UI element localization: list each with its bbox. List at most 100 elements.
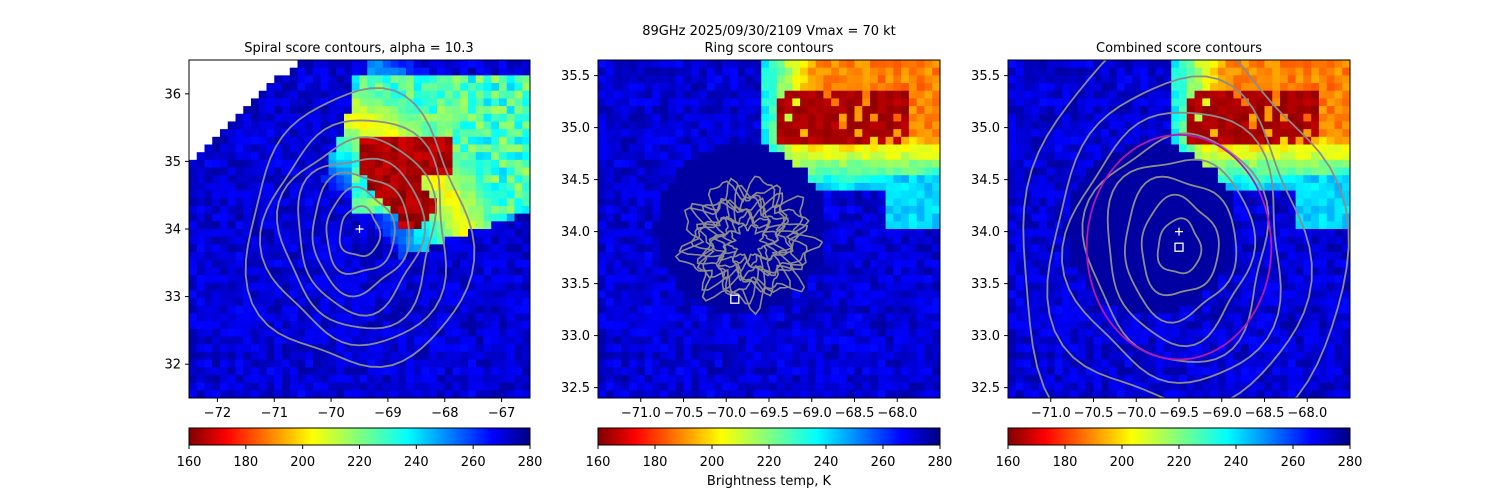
heatmap-cell	[1124, 152, 1133, 161]
heatmap-cell	[452, 167, 461, 176]
heatmap-cell	[652, 390, 661, 398]
heatmap-cell	[932, 106, 940, 115]
heatmap-cell	[522, 290, 530, 299]
heatmap-cell	[220, 259, 229, 269]
heatmap-cell	[289, 90, 299, 100]
heatmap-cell	[753, 90, 762, 100]
heatmap-cell	[846, 144, 856, 153]
heatmap-cell	[266, 275, 275, 284]
heatmap-cell	[460, 144, 469, 153]
heatmap-cell	[807, 121, 817, 130]
heatmap-cell	[605, 98, 615, 107]
heatmap-cell	[235, 259, 244, 269]
heatmap-cell	[189, 259, 198, 269]
heatmap-cell	[831, 167, 840, 176]
heatmap-cell	[924, 290, 933, 299]
heatmap-cell	[506, 129, 516, 138]
heatmap-cell	[227, 136, 237, 146]
heatmap-cell	[1054, 229, 1064, 238]
heatmap-cell	[390, 182, 399, 192]
heatmap-cell	[691, 259, 700, 269]
heatmap-cell	[862, 121, 871, 130]
heatmap-cell	[212, 205, 221, 215]
heatmap-cell	[1039, 236, 1048, 245]
heatmap-cell	[792, 205, 801, 215]
heatmap-cell	[831, 367, 840, 376]
heatmap-cell	[475, 244, 485, 253]
heatmap-cell	[598, 351, 607, 361]
heatmap-cell	[429, 229, 438, 238]
heatmap-cell	[328, 275, 337, 284]
heatmap-cell	[652, 282, 661, 292]
heatmap-cell	[699, 90, 708, 100]
heatmap-cell	[359, 98, 368, 107]
heatmap-cell	[745, 382, 755, 391]
heatmap-cell	[675, 374, 685, 384]
heatmap-cell	[491, 83, 500, 92]
heatmap-cell	[235, 344, 244, 353]
heatmap-cell	[613, 382, 622, 391]
heatmap-cell	[1210, 205, 1219, 215]
heatmap-cell	[854, 136, 863, 146]
heatmap-cell	[776, 328, 786, 338]
heatmap-cell	[776, 129, 786, 138]
heatmap-cell	[1186, 67, 1196, 76]
heatmap-cell	[212, 351, 221, 361]
heatmap-cell	[652, 190, 661, 199]
heatmap-cell	[258, 198, 268, 207]
heatmap-cell	[227, 129, 237, 138]
heatmap-cell	[220, 136, 229, 146]
heatmap-cell	[792, 267, 801, 276]
heatmap-cell	[421, 190, 430, 199]
heatmap-cell	[522, 367, 530, 376]
heatmap-cell	[475, 144, 485, 153]
heatmap-cell	[1116, 106, 1126, 115]
heatmap-cell	[807, 175, 817, 184]
heatmap-cell	[1116, 90, 1126, 100]
heatmap-cell	[652, 106, 661, 115]
heatmap-cell	[1077, 60, 1087, 69]
heatmap-cell	[605, 351, 615, 361]
heatmap-cell	[838, 374, 848, 384]
heatmap-cell	[1163, 167, 1172, 176]
heatmap-cell	[1287, 90, 1297, 100]
heatmap-cell	[328, 75, 337, 84]
heatmap-cell	[282, 321, 291, 330]
heatmap-cell	[289, 282, 299, 292]
heatmap-cell	[189, 351, 198, 361]
heatmap-cell	[1303, 175, 1312, 184]
heatmap-cell	[258, 367, 268, 376]
heatmap-cell	[522, 83, 530, 92]
heatmap-cell	[605, 374, 615, 384]
heatmap-cell	[846, 298, 856, 307]
heatmap-cell	[251, 182, 260, 192]
heatmap-cell	[1225, 90, 1235, 100]
heatmap-cell	[483, 305, 492, 315]
heatmap-cell	[305, 282, 314, 292]
heatmap-cell	[916, 129, 926, 138]
heatmap-cell	[613, 336, 622, 345]
heatmap-cell	[916, 328, 926, 338]
heatmap-cell	[1140, 98, 1149, 107]
heatmap-cell	[1077, 98, 1087, 107]
heatmap-cell	[699, 144, 708, 153]
heatmap-cell	[753, 328, 762, 338]
heatmap-cell	[667, 136, 677, 146]
heatmap-cell	[429, 267, 438, 276]
heatmap-cell	[413, 152, 423, 161]
heatmap-cell	[932, 129, 940, 138]
heatmap-cell	[784, 336, 793, 345]
heatmap-cell	[807, 144, 817, 153]
heatmap-cell	[258, 144, 268, 153]
heatmap-cell	[274, 351, 283, 361]
heatmap-cell	[916, 313, 926, 322]
heatmap-cell	[328, 328, 337, 338]
heatmap-cell	[499, 144, 508, 153]
heatmap-cell	[1272, 236, 1281, 245]
heatmap-cell	[243, 129, 252, 138]
heatmap-cell	[691, 190, 700, 199]
heatmap-cell	[282, 205, 291, 215]
heatmap-cell	[807, 259, 817, 269]
heatmap-cell	[1264, 229, 1273, 238]
